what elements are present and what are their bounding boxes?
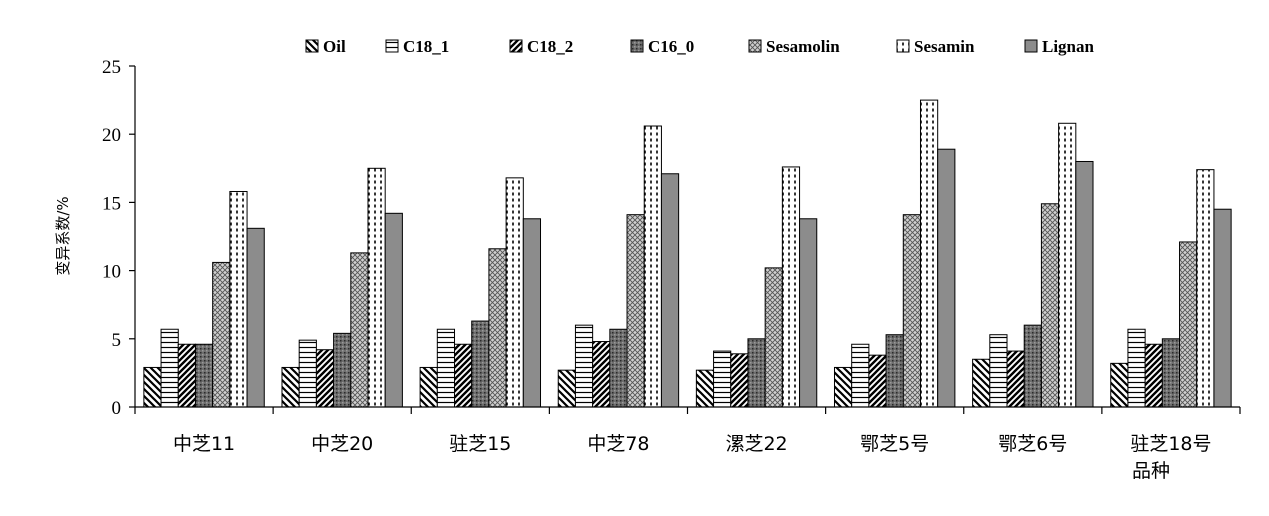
bar-oil: [1110, 362, 1129, 408]
legend-swatch: [748, 39, 762, 53]
bars: [143, 99, 1232, 408]
bar-sesamin: [1058, 122, 1077, 408]
bar-oil: [143, 366, 162, 408]
bar-oil: [972, 358, 991, 408]
x-axis-title: 品种: [1132, 460, 1170, 482]
y-tick-label: 10: [102, 262, 121, 283]
x-tick-label: 中芝11: [173, 433, 235, 455]
bar-c18-2: [1006, 350, 1025, 408]
x-tick-label: 中芝20: [311, 433, 373, 455]
legend-swatch: [630, 39, 644, 53]
legend-swatch: [1024, 39, 1038, 53]
legend-swatch: [896, 39, 910, 53]
y-axis: 0 5 10 15 20 25: [102, 57, 136, 419]
bar-sesamolin: [1040, 203, 1060, 408]
bar-sesamolin: [212, 261, 231, 408]
x-tick-label: 鄂芝6号: [998, 433, 1067, 455]
y-tick-label: 25: [102, 57, 121, 78]
bar-c16-0: [1023, 324, 1042, 408]
bar-c18-1: [713, 350, 732, 408]
bar-c18-1: [989, 334, 1008, 408]
legend: Oil C18_1 C18_2 C16_0 Sesamolin Sesamin Lignan: [305, 37, 1095, 56]
legend-swatch: [385, 39, 399, 53]
bar-lignan: [246, 227, 265, 408]
y-axis-title: 变异系数/%: [54, 196, 72, 275]
y-tick-label: 0: [112, 398, 122, 419]
bar-c16-0: [1161, 338, 1181, 408]
bar-lignan: [1075, 160, 1094, 408]
bar-lignan: [660, 173, 680, 408]
x-tick-label: 驻芝18号: [1130, 433, 1211, 455]
x-tick-label: 中芝78: [587, 433, 649, 455]
bar-lignan: [384, 212, 403, 408]
bar-c18-1: [298, 339, 317, 408]
bar-lignan: [799, 218, 818, 408]
bar-c18-2: [454, 343, 473, 408]
bar-lignan: [522, 218, 542, 408]
bar-sesamolin: [626, 214, 645, 408]
bar-c16-0: [194, 343, 214, 408]
bar-c18-1: [851, 343, 870, 408]
bar-sesamin: [367, 167, 386, 408]
bar-sesamin: [781, 166, 801, 408]
bar-oil: [695, 369, 715, 408]
bar-sesamin: [229, 190, 248, 408]
bar-c18-1: [574, 324, 594, 408]
bar-oil: [281, 366, 300, 408]
bar-c16-0: [885, 334, 904, 408]
x-axis: 中芝11 中芝20 驻芝15 中芝78 漯芝22 鄂芝5号 鄂芝6号 驻芝18号: [134, 406, 1241, 455]
legend-label: Sesamolin: [766, 37, 840, 56]
bar-lignan: [1213, 208, 1232, 408]
bar-sesamolin: [902, 214, 921, 408]
legend-swatch: [305, 39, 319, 53]
bar-c18-2: [592, 341, 611, 408]
bar-sesamin: [1196, 169, 1215, 408]
x-tick-label: 漯芝22: [725, 433, 787, 455]
bar-oil: [419, 366, 438, 408]
bar-sesamolin: [350, 252, 369, 408]
bar-sesamin: [919, 99, 939, 408]
legend-label: C18_2: [527, 37, 573, 56]
bar-oil: [557, 369, 576, 408]
legend-label: C18_1: [403, 37, 449, 56]
x-tick-label: 鄂芝5号: [860, 433, 929, 455]
bar-lignan: [937, 148, 956, 408]
legend-label: Oil: [323, 37, 346, 56]
y-tick-label: 15: [102, 193, 121, 214]
bar-c18-1: [1127, 328, 1146, 408]
legend-swatch: [509, 39, 523, 53]
bar-c16-0: [471, 320, 490, 408]
bar-c18-2: [868, 354, 887, 408]
y-tick-label: 20: [102, 125, 121, 146]
bar-c16-0: [609, 328, 628, 408]
bar-c18-1: [436, 328, 456, 408]
x-tick-label: 驻芝15: [449, 433, 511, 455]
bar-sesamolin: [488, 248, 507, 408]
bar-c16-0: [747, 338, 766, 408]
legend-label: C16_0: [648, 37, 694, 56]
legend-label: Sesamin: [914, 37, 975, 56]
legend-label: Lignan: [1042, 37, 1095, 56]
bar-sesamin: [643, 125, 662, 408]
bar-oil: [833, 366, 853, 408]
bar-c18-2: [315, 349, 335, 408]
bar-c18-1: [160, 328, 179, 408]
bar-sesamolin: [764, 267, 783, 408]
bar-sesamin: [505, 177, 524, 408]
bar-sesamolin: [1179, 241, 1198, 408]
bar-c18-2: [730, 353, 749, 408]
y-tick-label: 5: [112, 330, 122, 351]
bar-c18-2: [177, 343, 196, 408]
bar-c16-0: [333, 332, 352, 408]
bar-c18-2: [1144, 343, 1163, 408]
